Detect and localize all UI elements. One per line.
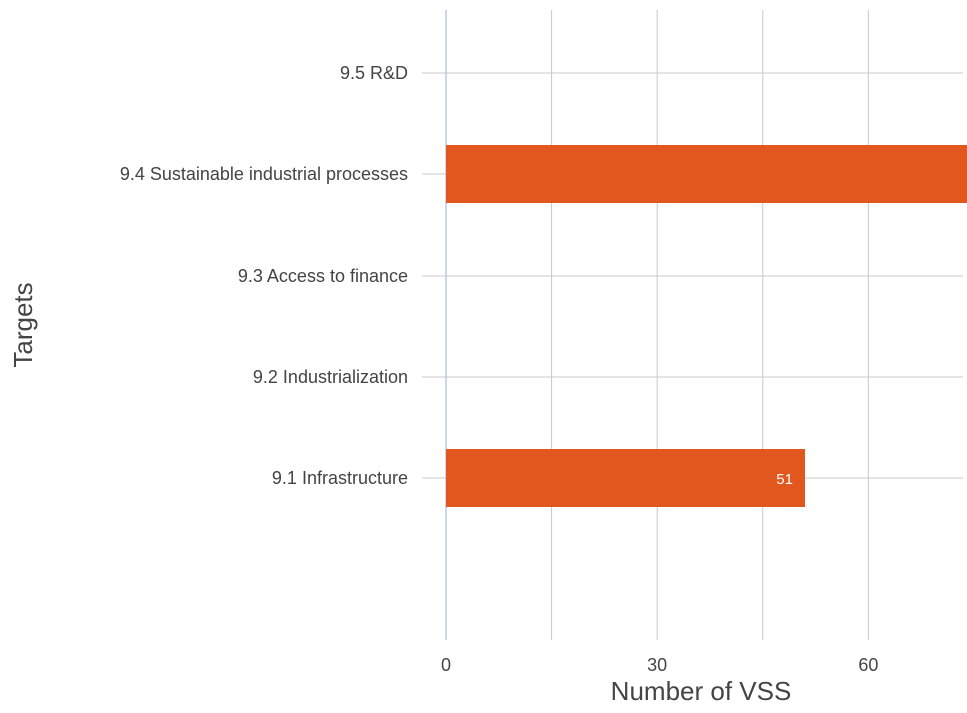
y-tick-label: 9.4 Sustainable industrial processes — [120, 164, 408, 184]
data-labels: 51108 — [776, 471, 793, 488]
y-axis-title: Targets — [8, 282, 38, 367]
y-tick-label: 9.3 Access to finance — [238, 266, 408, 286]
y-tick-labels: 9.1 Infrastructure 9.2 Industrialization 9… — [120, 63, 408, 488]
x-tick-label: 60 — [858, 655, 878, 675]
y-tick-label: 9.2 Industrialization — [253, 367, 408, 387]
y-tick-label: 9.5 R&D — [340, 63, 408, 83]
bar-value-label: 51 — [776, 471, 793, 488]
bars — [446, 145, 967, 507]
x-tick-label: 30 — [647, 655, 667, 675]
grid-lines — [422, 10, 963, 640]
y-tick-label: 9.1 Infrastructure — [272, 468, 408, 488]
x-tick-labels: 0306090 — [441, 655, 878, 675]
x-axis-title: Number of VSS — [611, 676, 792, 706]
x-tick-label: 0 — [441, 655, 451, 675]
bar — [446, 449, 805, 507]
bar — [446, 145, 967, 203]
